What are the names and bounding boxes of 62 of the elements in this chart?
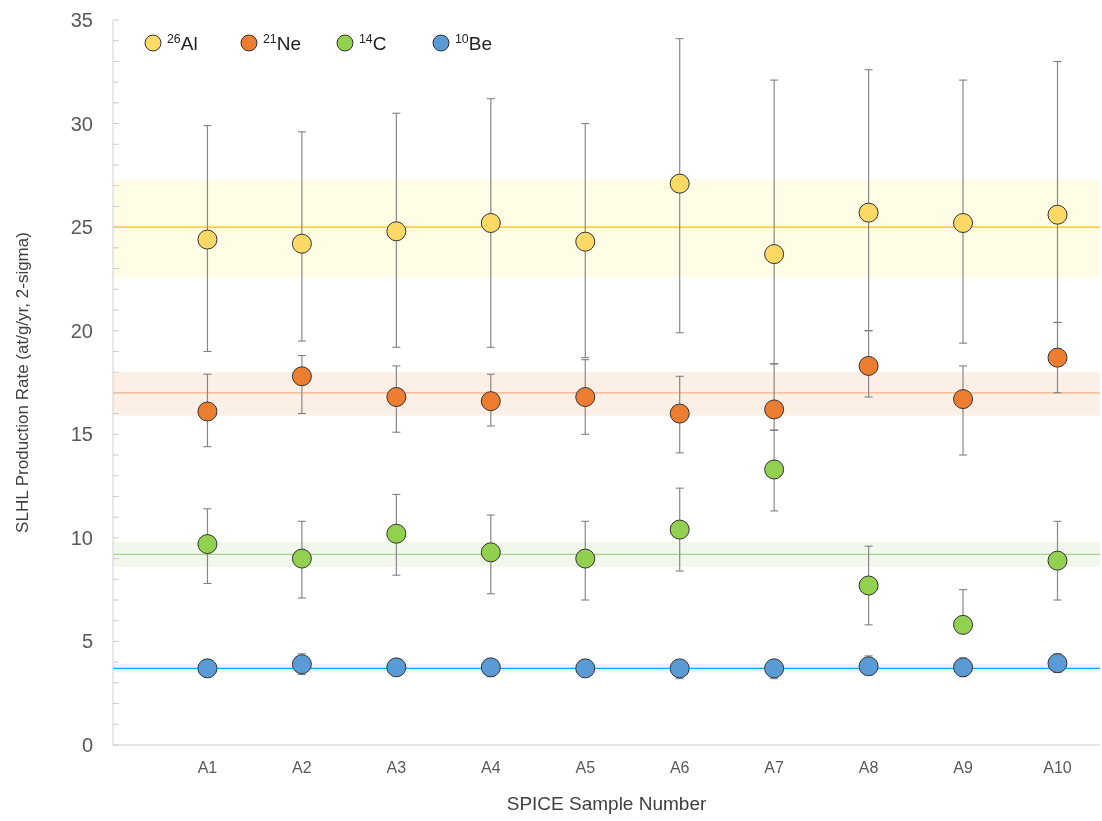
point xyxy=(291,548,312,569)
point xyxy=(1047,347,1068,368)
point xyxy=(764,244,785,265)
point xyxy=(858,575,879,596)
x-tick-label: A8 xyxy=(858,759,879,776)
point xyxy=(1047,550,1068,571)
x-tick-label: A5 xyxy=(575,759,596,776)
point xyxy=(669,658,690,679)
point xyxy=(764,658,785,679)
x-tick-label: A6 xyxy=(669,759,690,776)
point xyxy=(291,366,312,387)
point xyxy=(764,459,785,480)
point xyxy=(858,656,879,677)
x-axis-title: SPICE Sample Number xyxy=(506,793,707,814)
y-tick-label: 25 xyxy=(70,216,93,239)
point xyxy=(575,387,596,407)
point xyxy=(480,213,501,233)
point xyxy=(858,355,879,376)
y-tick-label: 35 xyxy=(70,9,93,31)
point xyxy=(953,657,974,678)
point xyxy=(1047,204,1068,225)
x-tick-label: A9 xyxy=(953,759,973,776)
point xyxy=(197,534,218,555)
point xyxy=(575,231,596,252)
legend-label: $^{14}$C xyxy=(359,32,387,54)
point xyxy=(575,548,596,569)
point xyxy=(669,403,690,424)
y-tick-label: 5 xyxy=(81,630,93,653)
point xyxy=(480,391,501,412)
point xyxy=(386,387,407,407)
legend-label: $^{10}$Be xyxy=(455,32,492,54)
point xyxy=(386,657,407,678)
y-tick-label: 15 xyxy=(70,423,93,446)
y-tick-label: 30 xyxy=(70,112,93,135)
point xyxy=(291,233,312,254)
point xyxy=(480,542,501,563)
point xyxy=(1047,653,1068,674)
point xyxy=(386,221,407,242)
point xyxy=(386,523,407,544)
point xyxy=(291,654,312,675)
point xyxy=(953,614,974,635)
legend-label: $^{26}$Al xyxy=(167,32,198,54)
point xyxy=(858,202,879,223)
x-tick-label: A10 xyxy=(1043,759,1072,776)
point xyxy=(953,213,974,233)
y-tick-label: 10 xyxy=(70,526,93,549)
point xyxy=(669,173,690,194)
point xyxy=(669,519,690,540)
point xyxy=(764,399,785,420)
point xyxy=(480,657,501,678)
y-tick-label: 20 xyxy=(70,319,93,342)
y-tick-label: 0 xyxy=(81,734,93,756)
x-tick-label: A4 xyxy=(481,759,501,776)
x-tick-label: A2 xyxy=(292,759,312,776)
x-tick-label: A3 xyxy=(386,759,407,776)
x-tick-label: A1 xyxy=(197,759,218,776)
point xyxy=(953,389,974,410)
x-tick-label: A7 xyxy=(764,759,785,776)
legend-label: $^{21}$Ne xyxy=(263,32,302,54)
y-axis-title: SLHL Production Rate (at/g/yr, 2-sigma) xyxy=(13,232,32,533)
point xyxy=(197,229,218,250)
point xyxy=(197,401,218,422)
